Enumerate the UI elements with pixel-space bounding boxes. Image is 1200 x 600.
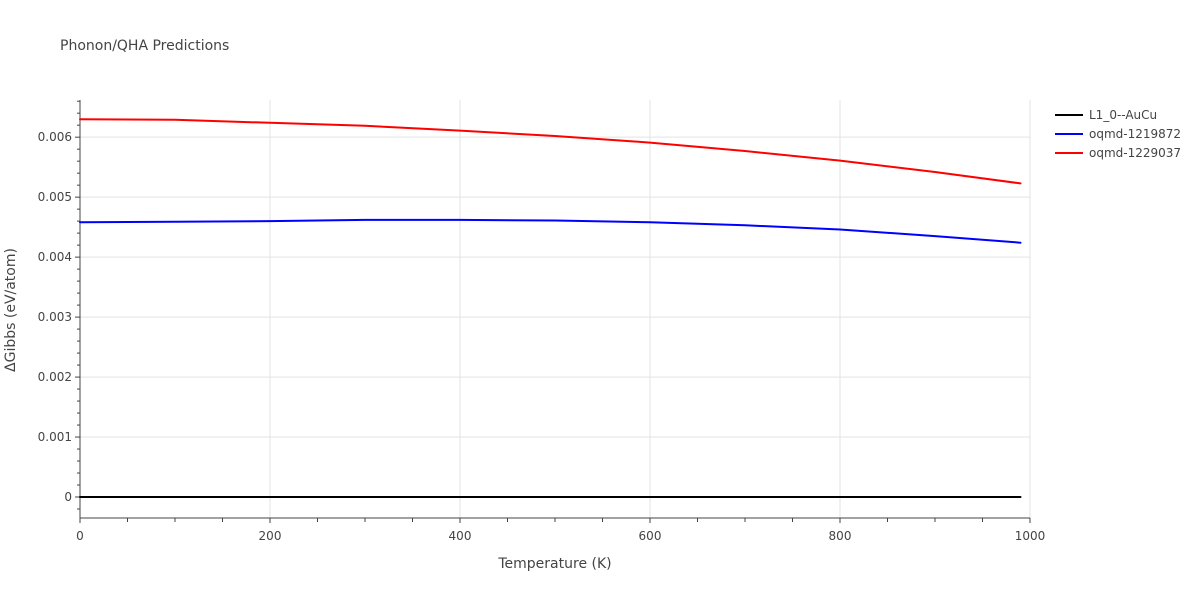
y-tick-label: 0.001 <box>38 430 72 444</box>
x-tick-label: 600 <box>639 529 662 543</box>
y-tick-label: 0.005 <box>38 190 72 204</box>
axes: 0 200 400 600 800 1000 0 0.001 0.002 0.003 0.004 0.… <box>38 100 1046 543</box>
grid <box>80 100 1031 518</box>
chart-title: Phonon/QHA Predictions <box>60 38 229 54</box>
legend-item[interactable]: oqmd-1219872 <box>1055 127 1181 141</box>
legend[interactable]: L1_0--AuCu oqmd-1219872 oqmd-1229037 <box>1055 108 1181 160</box>
x-tick-label: 800 <box>829 529 852 543</box>
x-tick-label: 0 <box>76 529 84 543</box>
series-line-oqmd-1219872 <box>79 218 1022 244</box>
x-axis-title: Temperature (K) <box>497 556 611 572</box>
x-tick-label: 200 <box>259 529 282 543</box>
plot-area <box>79 118 1022 498</box>
y-tick-label: 0.006 <box>38 130 72 144</box>
legend-label: L1_0--AuCu <box>1089 108 1157 122</box>
y-tick-label: 0.003 <box>38 310 72 324</box>
y-tick-label: 0.002 <box>38 370 72 384</box>
legend-item[interactable]: oqmd-1229037 <box>1055 146 1181 160</box>
x-tick-label: 1000 <box>1015 529 1046 543</box>
series-line-oqmd-1229037 <box>79 118 1022 185</box>
y-tick-label: 0 <box>64 490 72 504</box>
legend-item[interactable]: L1_0--AuCu <box>1055 108 1157 122</box>
y-axis-title: ΔGibbs (eV/atom) <box>3 248 19 372</box>
legend-label: oqmd-1219872 <box>1089 127 1181 141</box>
legend-label: oqmd-1229037 <box>1089 146 1181 160</box>
y-tick-label: 0.004 <box>38 250 72 264</box>
x-tick-label: 400 <box>449 529 472 543</box>
